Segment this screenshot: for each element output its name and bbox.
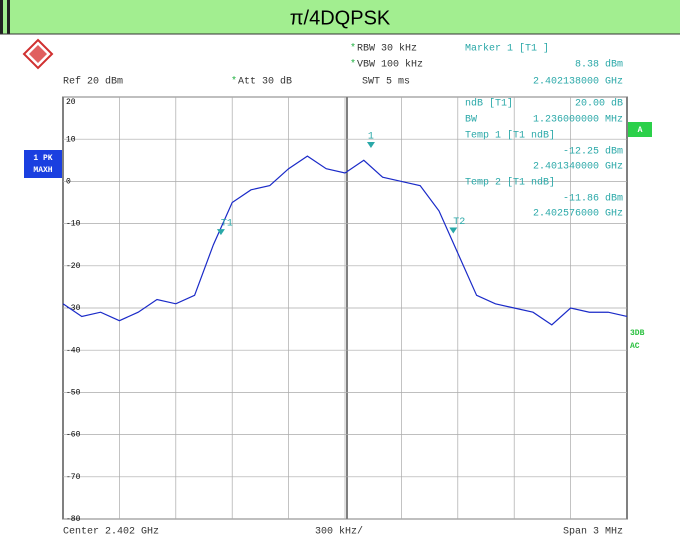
y-tick-label: -70 [66,473,81,482]
y-tick-label: 10 [66,135,76,144]
annotation: RBW 30 kHz [357,43,417,55]
trace-box [24,150,62,178]
a-label: A [638,126,643,135]
annotation: 8.38 dBm [575,59,623,71]
annotation: BW [465,115,477,126]
y-tick-label: 0 [66,178,71,187]
title-edge [0,0,3,34]
annotation: 20.00 dB [575,98,623,110]
annotation: SWT 5 ms [362,77,410,88]
annotation: Temp 2 [T1 ndB] [465,177,555,189]
marker [366,142,375,149]
annotation: VBW 100 kHz [357,59,423,71]
annotation: -12.25 dBm [563,146,623,158]
trace-label: MAXH [33,166,52,175]
annotation: 300 kHz/ [315,526,363,537]
y-tick-label: -60 [66,431,81,440]
marker [449,227,458,234]
annotation-flag: * [231,76,237,88]
title-edge [7,0,10,34]
marker-label: 1 [368,132,374,143]
annotation: Temp 1 [T1 ndB] [465,130,555,142]
annotation: 2.401340000 GHz [533,162,623,173]
y-tick-label: -10 [66,220,81,229]
annotation: 2.402138000 GHz [533,77,623,88]
annotation: Marker 1 [T1 ] [465,43,549,55]
marker [216,229,225,236]
annotation-flag: * [350,43,356,55]
y-tick-label: -20 [66,262,81,271]
trace [62,155,628,326]
annotation: Center 2.402 GHz [63,527,159,537]
annotation: Ref 20 dBm [63,76,123,88]
y-tick-label: -80 [66,515,81,524]
y-tick-label: -40 [66,346,81,355]
title-bar [0,0,680,34]
annotation: 2.402576000 GHz [533,209,623,220]
marker-label: T1 [221,219,233,230]
y-tick-label: -50 [66,389,81,398]
y-tick-label: -30 [66,304,81,313]
annotation: Att 30 dB [238,76,292,88]
annotation: -11.86 dBm [563,193,623,205]
mode-label: AC [630,342,640,351]
y-tick-label: 20 [66,98,76,107]
annotation: Span 3 MHz [563,527,623,537]
trace-label: 1 PK [33,154,52,163]
a-box [628,122,652,137]
marker-label: T2 [453,217,465,228]
annotation: ndB [T1] [465,98,513,110]
annotation-flag: * [350,59,356,71]
logo [22,38,54,70]
title: π/4DQPSK [290,7,391,29]
mode-label: 3DB [630,329,645,338]
annotation: 1.236000000 MHz [533,115,623,126]
